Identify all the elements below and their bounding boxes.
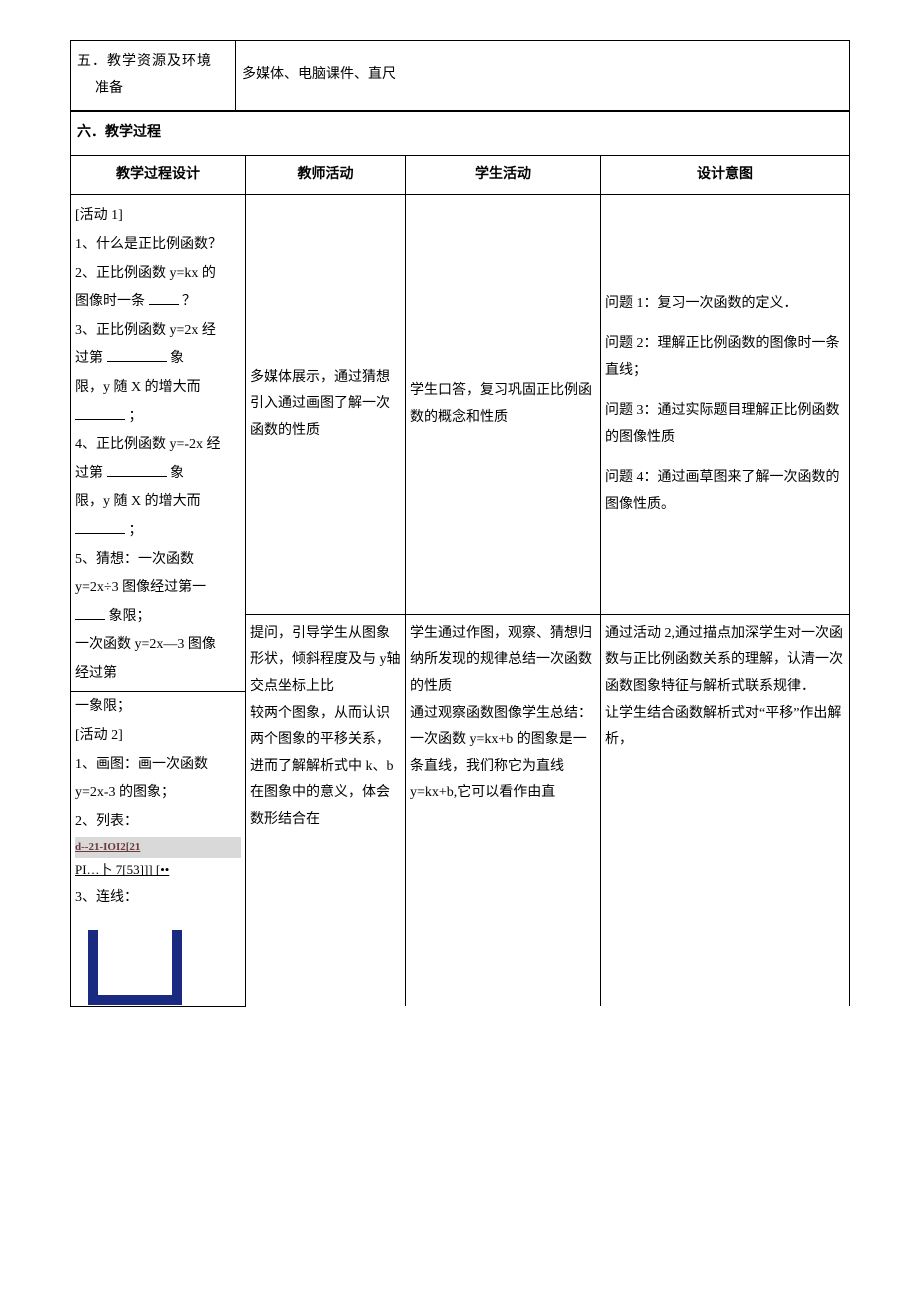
- act1-q4c: 限，y 随 X 的增大而: [75, 489, 241, 516]
- section5-heading-line2: 准备: [77, 81, 123, 96]
- r1-col4-p3: 问题 3：通过实际题目理解正比例函数的图像性质: [605, 398, 845, 451]
- r2-col2-p1: 提问，引导学生从图象形状，倾斜程度及与 y轴交点坐标上比: [250, 621, 401, 701]
- bracket-shape-icon: [85, 930, 185, 1006]
- process-header-row: 教学过程设计 教师活动 学生活动 设计意图: [71, 155, 850, 195]
- r1-col1: [活动 1] 1、什么是正比例函数？ 2、正比例函数 y=kx 的 图像时一条 …: [71, 195, 246, 1006]
- r1-col3-text: 学生口答，复习巩固正比例函数的概念和性质: [410, 383, 592, 425]
- act2-title: [活动 2]: [75, 723, 241, 750]
- r2-col3-p1: 学生通过作图，观察、猜想归纳所发现的规律总结一次函数的性质: [410, 621, 596, 701]
- blank-4: [107, 463, 167, 477]
- act1-q3b: 过第 象: [75, 346, 241, 373]
- q4b-post: 象: [170, 466, 184, 481]
- q4d-post: ；: [129, 523, 143, 538]
- act1-q3a: 3、正比例函数 y=2x 经: [75, 318, 241, 345]
- act1-q5b: y=2x÷3 图像经过第一: [75, 575, 241, 602]
- act1-q2b: 图像时一条 ？: [75, 289, 241, 316]
- act1-q5f: 一象限；: [75, 694, 241, 721]
- activity-1-block: [活动 1] 1、什么是正比例函数？ 2、正比例函数 y=kx 的 图像时一条 …: [75, 203, 241, 1005]
- section5-heading-cell: 五．教学资源及环境 准备: [71, 41, 236, 111]
- act1-q5e: 经过第: [71, 661, 245, 693]
- act2-3: 3、连线：: [75, 885, 241, 912]
- act1-q1: 1、什么是正比例函数？: [75, 232, 241, 259]
- q5c-post: 象限；: [109, 609, 151, 624]
- r2-col4-p1: 通过活动 2,通过描点加深学生对一次函数与正比例函数关系的理解，认清一次函数图象…: [605, 621, 845, 701]
- q4b-pre: 过第: [75, 466, 103, 481]
- act1-q2a: 2、正比例函数 y=kx 的: [75, 261, 241, 288]
- process-row-1: [活动 1] 1、什么是正比例函数？ 2、正比例函数 y=kx 的 图像时一条 …: [71, 195, 850, 614]
- act1-q5c: 象限；: [75, 604, 241, 631]
- act1-q3c: 限，y 随 X 的增大而: [75, 375, 241, 402]
- header-intent: 设计意图: [601, 155, 850, 195]
- act1-q4a: 4、正比例函数 y=-2x 经: [75, 432, 241, 459]
- header-student: 学生活动: [406, 155, 601, 195]
- act2-1b: y=2x-3 的图象；: [75, 780, 241, 807]
- header-design: 教学过程设计: [71, 155, 246, 195]
- section6-heading-cell: 六．教学过程: [70, 111, 850, 155]
- act2-1a: 1、画图：画一次函数: [75, 752, 241, 779]
- r1-col2-text: 多媒体展示，通过猜想引入通过画图了解一次函数的性质: [250, 370, 390, 438]
- blank-5: [75, 520, 125, 534]
- q2b-post: ？: [182, 294, 196, 309]
- blank-3: [75, 406, 125, 420]
- r1-col4-p2: 问题 2：理解正比例函数的图像时一条直线；: [605, 331, 845, 384]
- act1-q4d: ；: [75, 518, 241, 545]
- garbled-text-1: d--21-IOI2[21: [75, 837, 241, 858]
- act1-q5a: 5、猜想：一次函数: [75, 547, 241, 574]
- section6-heading: 六．教学过程: [77, 125, 161, 140]
- act1-title: [活动 1]: [75, 203, 241, 230]
- r2-col3: 学生通过作图，观察、猜想归纳所发现的规律总结一次函数的性质 通过观察函数图像学生…: [406, 614, 601, 1006]
- act1-q4b: 过第 象: [75, 461, 241, 488]
- header-teacher: 教师活动: [246, 155, 406, 195]
- r2-col4-p2: 让学生结合函数解析式对“平移”作出解析，: [605, 701, 845, 754]
- act1-q3d: ；: [75, 404, 241, 431]
- act2-2: 2、列表：: [75, 809, 241, 836]
- q2b-pre: 图像时一条: [75, 294, 145, 309]
- r2-col2: 提问，引导学生从图象形状，倾斜程度及与 y轴交点坐标上比 较两个图象，从而认识两…: [246, 614, 406, 1006]
- blank-6: [75, 606, 105, 620]
- section5-content-cell: 多媒体、电脑课件、直尺: [236, 41, 850, 111]
- garbled-text-2: PI…卜 7[53]]] [••: [75, 858, 241, 883]
- r1-col3: 学生口答，复习巩固正比例函数的概念和性质: [406, 195, 601, 614]
- r2-col4: 通过活动 2,通过描点加深学生对一次函数与正比例函数关系的理解，认清一次函数图象…: [601, 614, 850, 1006]
- resources-table: 五．教学资源及环境 准备 多媒体、电脑课件、直尺: [70, 40, 850, 111]
- q3b-post: 象: [170, 351, 184, 366]
- section5-heading-line1: 五．教学资源及环境: [77, 54, 212, 69]
- section5-content: 多媒体、电脑课件、直尺: [242, 67, 396, 82]
- shape-container: [85, 930, 241, 1006]
- blank-2: [107, 348, 167, 362]
- r1-col4: 问题 1：复习一次函数的定义． 问题 2：理解正比例函数的图像时一条直线； 问题…: [601, 195, 850, 614]
- r2-col2-p2: 较两个图象，从而认识两个图象的平移关系，进而了解解析式中 k、b在图象中的意义，…: [250, 701, 401, 834]
- q3d-post: ；: [129, 409, 143, 424]
- r1-col2: 多媒体展示，通过猜想引入通过画图了解一次函数的性质: [246, 195, 406, 614]
- r2-col3-p2: 通过观察函数图像学生总结：一次函数 y=kx+b 的图象是一条直线，我们称它为直…: [410, 701, 596, 807]
- q3b-pre: 过第: [75, 351, 103, 366]
- blank-1: [149, 291, 179, 305]
- r1-col4-p4: 问题 4：通过画草图来了解一次函数的图像性质。: [605, 465, 845, 518]
- act1-q5d: 一次函数 y=2x—3 图像: [75, 632, 241, 659]
- process-table: 教学过程设计 教师活动 学生活动 设计意图 [活动 1] 1、什么是正比例函数？…: [70, 155, 850, 1007]
- r1-col4-p1: 问题 1：复习一次函数的定义．: [605, 291, 845, 318]
